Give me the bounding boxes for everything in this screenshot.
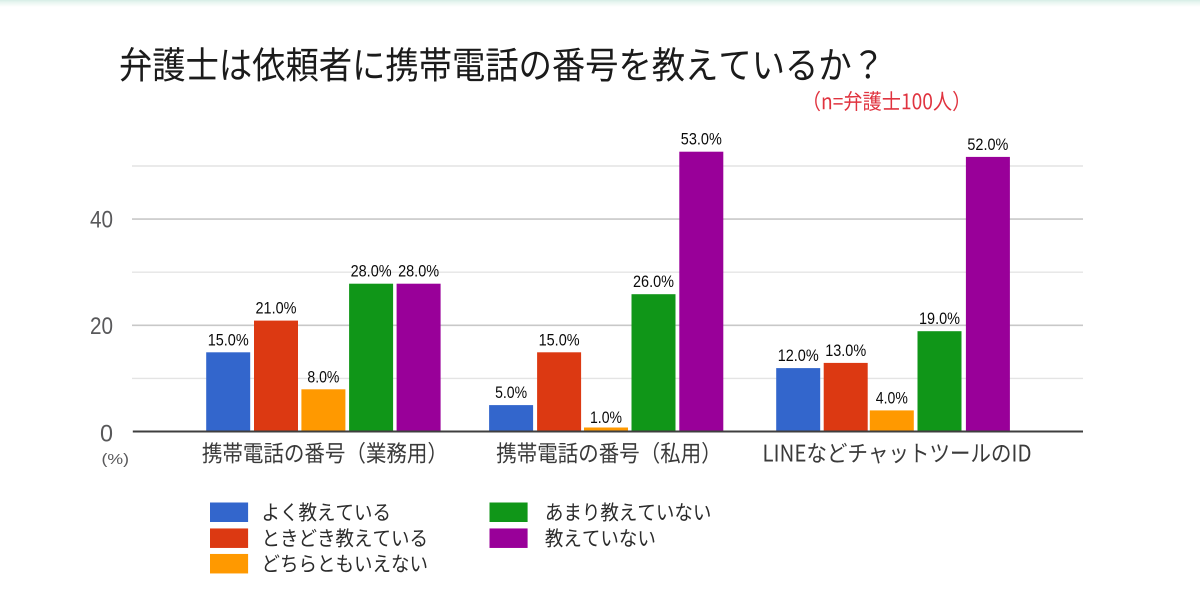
svg-text:4.0%: 4.0%: [876, 388, 908, 407]
svg-text:52.0%: 52.0%: [967, 135, 1008, 154]
svg-text:20: 20: [90, 313, 113, 340]
svg-text:1.0%: 1.0%: [590, 408, 622, 427]
svg-text:21.0%: 21.0%: [256, 299, 297, 318]
svg-text:28.0%: 28.0%: [351, 262, 392, 281]
svg-text:40: 40: [90, 207, 113, 234]
svg-text:(%): (%): [102, 451, 130, 468]
svg-text:13.0%: 13.0%: [825, 341, 866, 360]
svg-text:5.0%: 5.0%: [495, 383, 527, 402]
svg-text:15.0%: 15.0%: [208, 330, 249, 349]
svg-text:15.0%: 15.0%: [539, 330, 580, 349]
svg-text:0: 0: [100, 421, 113, 448]
svg-text:19.0%: 19.0%: [919, 309, 960, 328]
svg-text:8.0%: 8.0%: [307, 367, 339, 386]
svg-text:53.0%: 53.0%: [681, 130, 722, 149]
svg-text:26.0%: 26.0%: [633, 272, 674, 291]
svg-text:28.0%: 28.0%: [398, 262, 439, 281]
svg-text:12.0%: 12.0%: [778, 346, 819, 365]
